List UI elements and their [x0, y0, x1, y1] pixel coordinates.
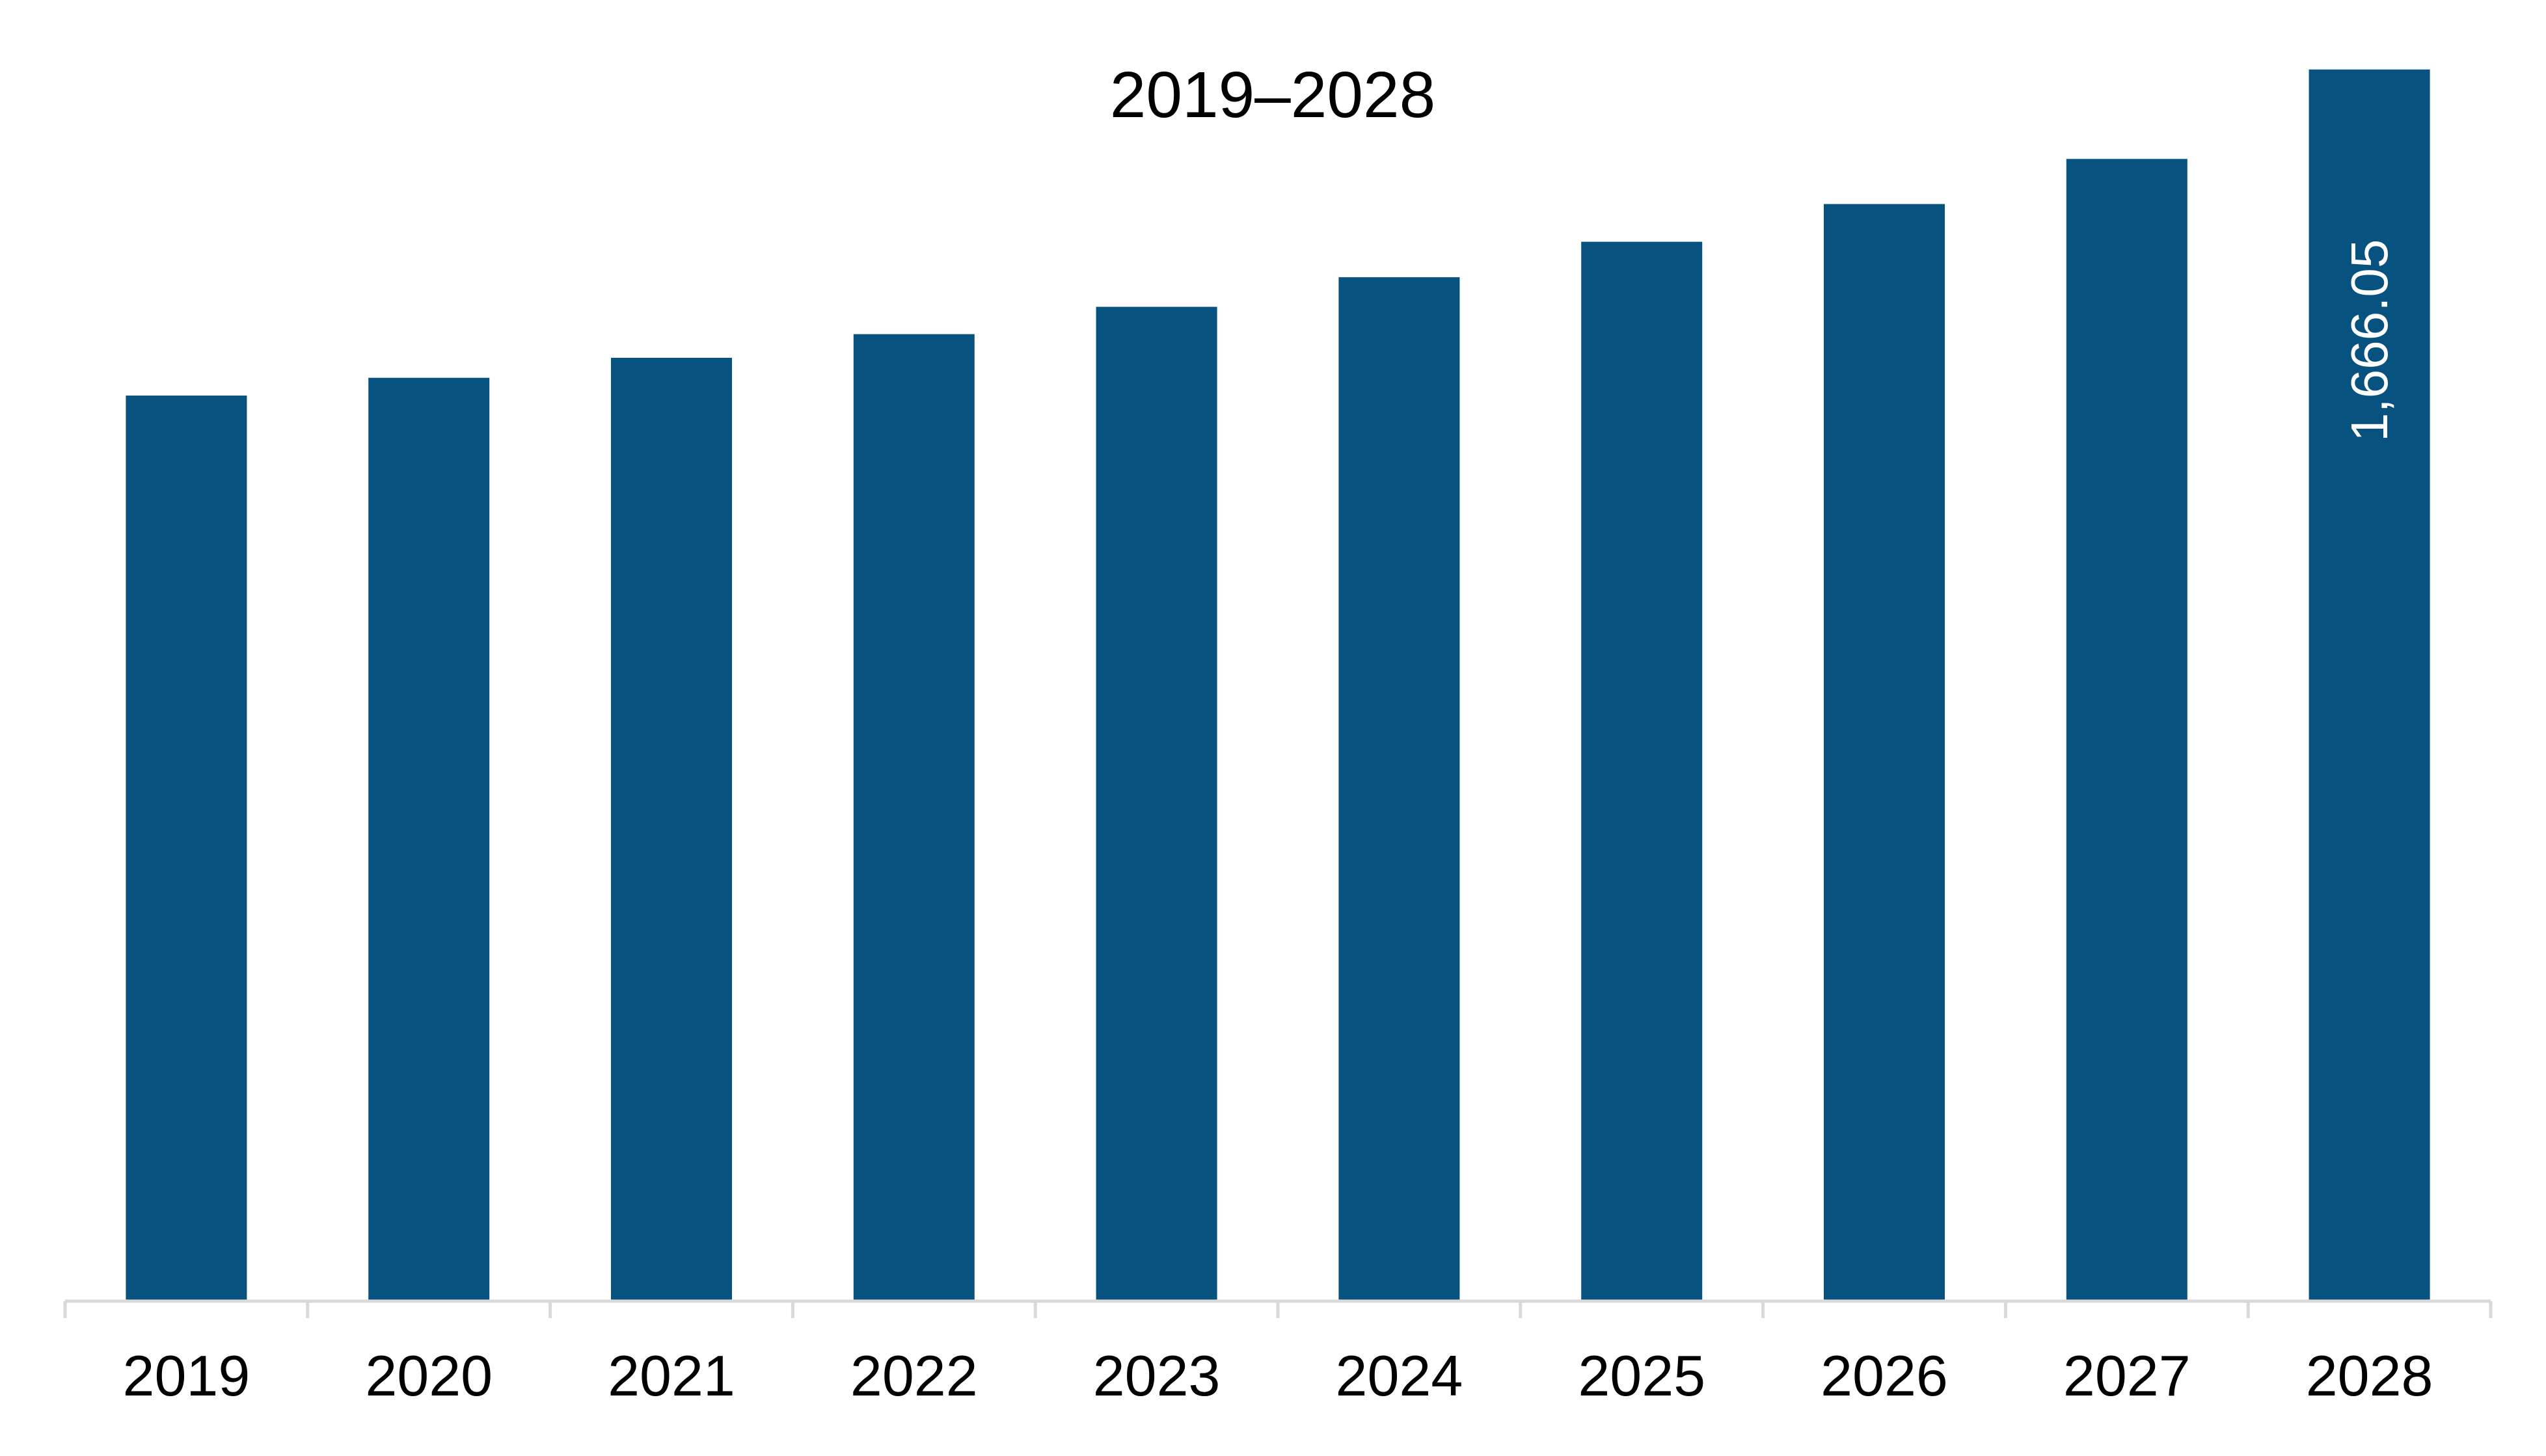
x-tick-label-2022: 2022 — [850, 1343, 978, 1408]
x-tick-label-2019: 2019 — [123, 1343, 251, 1408]
bars-layer — [126, 69, 2430, 1302]
x-axis — [63, 1299, 2493, 1318]
x-tick-label-2027: 2027 — [2063, 1343, 2191, 1408]
chart-title: 2019–2028 — [1110, 59, 1436, 131]
x-tick-label-2021: 2021 — [608, 1343, 735, 1408]
data-label-2028: 1,666.05 — [2340, 239, 2398, 442]
bar-2020 — [368, 377, 490, 1302]
bar-2021 — [611, 358, 732, 1301]
x-tick-labels: 2019 2020 2021 2022 2023 2024 2025 2026 2027 2028 — [123, 1343, 2433, 1408]
x-tick-label-2020: 2020 — [365, 1343, 493, 1408]
bar-2019 — [126, 396, 247, 1301]
bar-2024 — [1338, 277, 1460, 1302]
x-tick-label-2026: 2026 — [1821, 1343, 1948, 1408]
bar-2025 — [1581, 241, 1703, 1302]
x-tick-label-2028: 2028 — [2306, 1343, 2433, 1408]
data-labels: 1,666.05 — [2340, 239, 2398, 442]
x-tick-label-2025: 2025 — [1578, 1343, 1705, 1408]
x-tick-label-2024: 2024 — [1336, 1343, 1463, 1408]
bar-2023 — [1096, 306, 1217, 1302]
bar-2028 — [2309, 69, 2430, 1301]
bar-2027 — [2066, 159, 2187, 1301]
bar-2022 — [853, 334, 975, 1301]
bar-2026 — [1824, 204, 1945, 1302]
x-tick-label-2023: 2023 — [1093, 1343, 1221, 1408]
